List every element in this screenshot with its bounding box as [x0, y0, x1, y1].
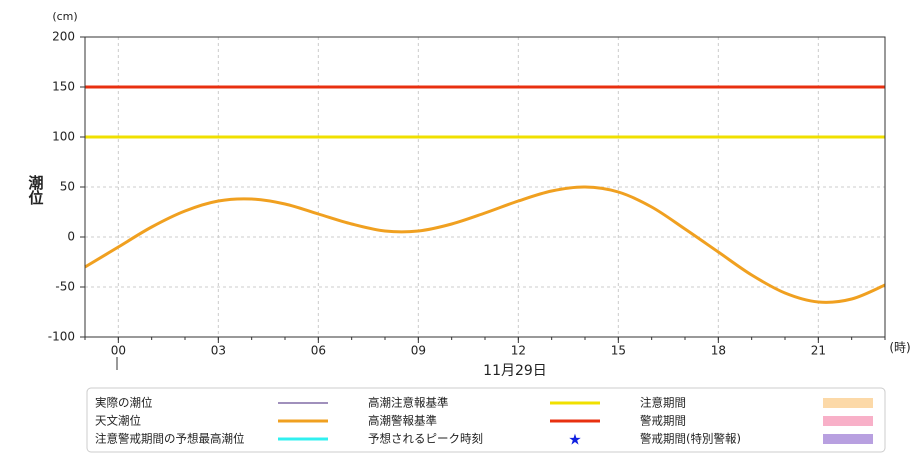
y-tick-label: -100 [48, 330, 75, 344]
x-tick-label: 06 [311, 344, 326, 358]
x-tick-label: 15 [611, 344, 626, 358]
y-unit: (cm) [52, 10, 77, 23]
legend-swatch [823, 434, 873, 444]
legend-label: 高潮注意報基準 [368, 396, 449, 410]
legend-label: 注意警戒期間の予想最高潮位 [95, 432, 245, 446]
y-tick-label: 150 [52, 80, 75, 94]
legend-label: 実際の潮位 [95, 396, 153, 410]
x-tick-label: 09 [411, 344, 426, 358]
legend-swatch [823, 416, 873, 426]
legend-star: ★ [568, 431, 581, 449]
legend-label: 注意期間 [640, 396, 686, 410]
y-label: 潮位 [27, 174, 45, 205]
y-tick-label: 100 [52, 130, 75, 144]
legend-swatch [823, 398, 873, 408]
x-tick-label: 03 [211, 344, 226, 358]
legend-label: 天文潮位 [95, 414, 141, 428]
legend-label: 高潮警報基準 [368, 414, 437, 428]
x-tick-label: 00 [111, 344, 126, 358]
y-tick-label: -50 [55, 280, 75, 294]
date-label: 11月29日 [483, 363, 547, 379]
legend-label: 予想されるピーク時刻 [368, 432, 483, 446]
y-tick-label: 0 [67, 230, 75, 244]
y-tick-label: 50 [60, 180, 75, 194]
x-tick-label: 18 [711, 344, 726, 358]
legend-label: 警戒期間 [640, 414, 686, 428]
legend-box [86, 387, 886, 453]
x-tick-label: 21 [811, 344, 826, 358]
y-tick-label: 200 [52, 30, 75, 44]
x-tick-label: 12 [511, 344, 526, 358]
plot-border [84, 36, 886, 338]
tide-line [84, 185, 886, 304]
legend-label: 警戒期間(特別警報) [640, 432, 741, 446]
x-unit: (時) [889, 341, 910, 355]
